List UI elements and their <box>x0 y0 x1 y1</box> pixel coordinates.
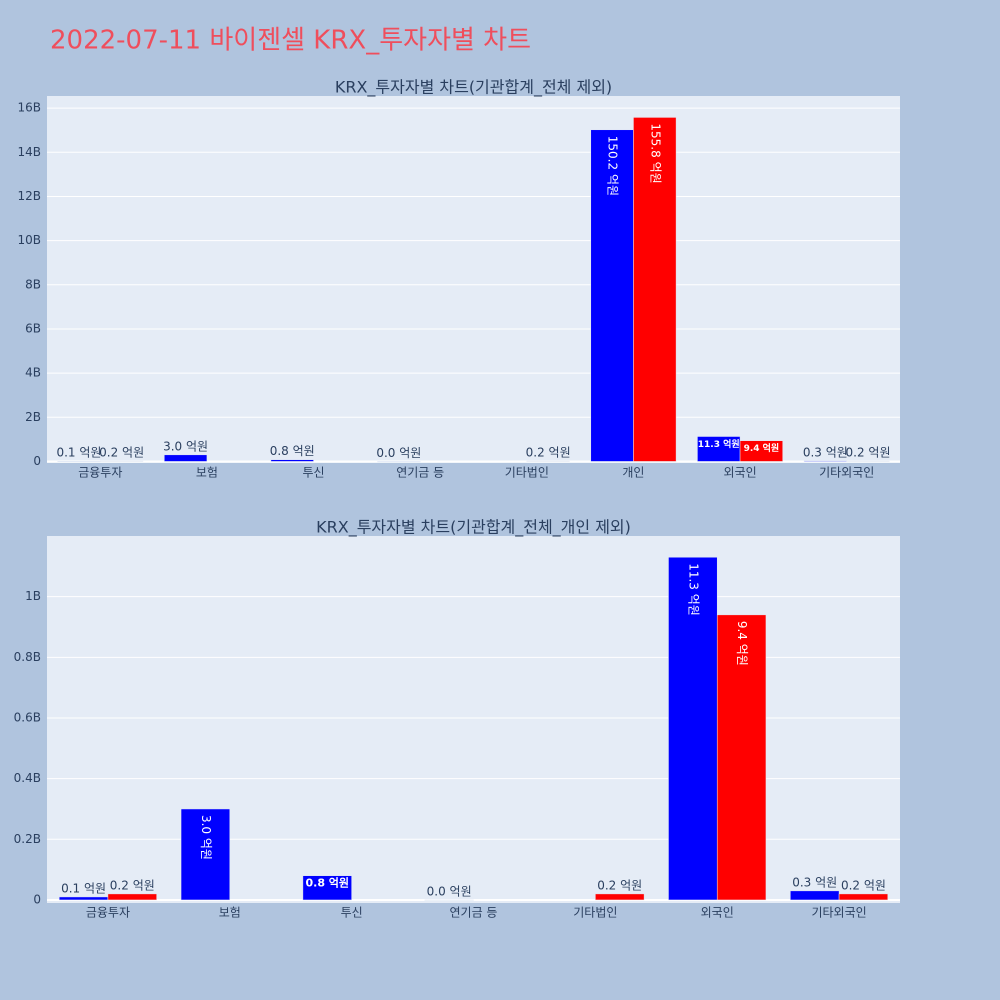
value-label: 0.2 억원 <box>110 878 155 892</box>
value-label: 0.3 억원 <box>803 445 848 459</box>
x-tick-label: 보험 <box>219 906 241 920</box>
y-tick-label: 4B <box>25 366 41 380</box>
x-tick-label: 투신 <box>341 906 363 920</box>
value-label: 0.2 억원 <box>846 446 891 460</box>
value-label: 0.1 억원 <box>61 881 106 895</box>
x-tick-label: 연기금 등 <box>450 906 498 920</box>
value-label: 0.0 억원 <box>427 884 472 898</box>
y-tick-label: 16B <box>17 101 41 115</box>
bar <box>633 117 677 462</box>
bar <box>377 461 421 463</box>
value-label: 9.4 억원 <box>735 621 749 666</box>
bar <box>590 129 634 462</box>
bar <box>107 893 157 901</box>
bar <box>526 460 570 462</box>
x-tick-label: 외국인 <box>701 906 734 920</box>
bar <box>803 460 847 462</box>
value-label: 11.3 억원 <box>698 438 740 450</box>
bar <box>838 893 889 901</box>
plot-area <box>47 536 900 903</box>
y-tick-label: 0 <box>33 454 41 468</box>
bar <box>595 893 645 901</box>
value-label: 0.1 억원 <box>56 446 101 460</box>
y-tick-label: 0.6B <box>14 710 41 724</box>
bar <box>302 875 352 901</box>
plot-area <box>47 96 900 463</box>
bar <box>739 440 783 462</box>
bar <box>790 890 840 901</box>
x-tick-label: 기타법인 <box>573 906 617 920</box>
value-label: 0.8 억원 <box>270 444 315 458</box>
bar <box>424 899 474 901</box>
y-tick-label: 2B <box>25 410 41 424</box>
bar <box>100 460 144 462</box>
value-label: 0.3 억원 <box>792 875 837 889</box>
value-label: 3.0 억원 <box>163 439 208 453</box>
value-label: 9.4 억원 <box>744 442 780 454</box>
value-label: 150.2 억원 <box>606 136 620 196</box>
value-label: 0.2 억원 <box>841 878 886 892</box>
page-title: 2022-07-11 바이젠셀 KRX_투자자별 차트 <box>50 26 531 56</box>
x-tick-label: 보험 <box>196 466 218 480</box>
y-tick-label: 0.2B <box>14 832 41 846</box>
bar <box>697 436 741 462</box>
x-tick-label: 외국인 <box>724 466 757 480</box>
x-tick-label: 금융투자 <box>78 466 122 480</box>
bar <box>180 808 231 901</box>
value-label: 3.0 억원 <box>199 815 213 860</box>
value-label: 0.2 억원 <box>99 446 144 460</box>
bar <box>164 454 208 462</box>
y-tick-label: 10B <box>17 233 41 247</box>
value-label: 0.2 억원 <box>526 446 571 460</box>
x-tick-label: 투신 <box>303 466 325 480</box>
value-label: 155.8 억원 <box>648 123 662 183</box>
x-tick-label: 기타법인 <box>505 466 549 480</box>
x-tick-label: 기타외국인 <box>811 906 866 920</box>
y-tick-label: 14B <box>17 145 41 159</box>
x-tick-label: 개인 <box>622 466 644 480</box>
y-tick-label: 0.4B <box>14 771 41 785</box>
y-tick-label: 6B <box>25 321 41 335</box>
bar <box>57 460 101 462</box>
value-label: 0.0 억원 <box>376 446 421 460</box>
bar <box>58 896 109 901</box>
x-tick-label: 기타외국인 <box>819 466 874 480</box>
y-tick-label: 0 <box>33 892 41 906</box>
bar <box>846 460 890 462</box>
x-tick-label: 금융투자 <box>86 906 130 920</box>
y-tick-label: 12B <box>17 189 41 203</box>
y-tick-label: 1B <box>25 589 41 603</box>
x-tick-label: 연기금 등 <box>396 466 444 480</box>
bar <box>270 459 314 462</box>
value-label: 0.2 억원 <box>597 878 642 892</box>
chart-title: KRX_투자자별 차트(기관합계_전체_개인 제외) <box>316 518 631 538</box>
y-tick-label: 0.8B <box>14 650 41 664</box>
y-tick-label: 8B <box>25 277 41 291</box>
bar <box>716 614 767 901</box>
bar <box>668 556 718 901</box>
value-label: 11.3 억원 <box>686 563 700 616</box>
value-label: 0.8 억원 <box>305 876 349 890</box>
chart-title: KRX_투자자별 차트(기관합계_전체 제외) <box>335 78 612 98</box>
